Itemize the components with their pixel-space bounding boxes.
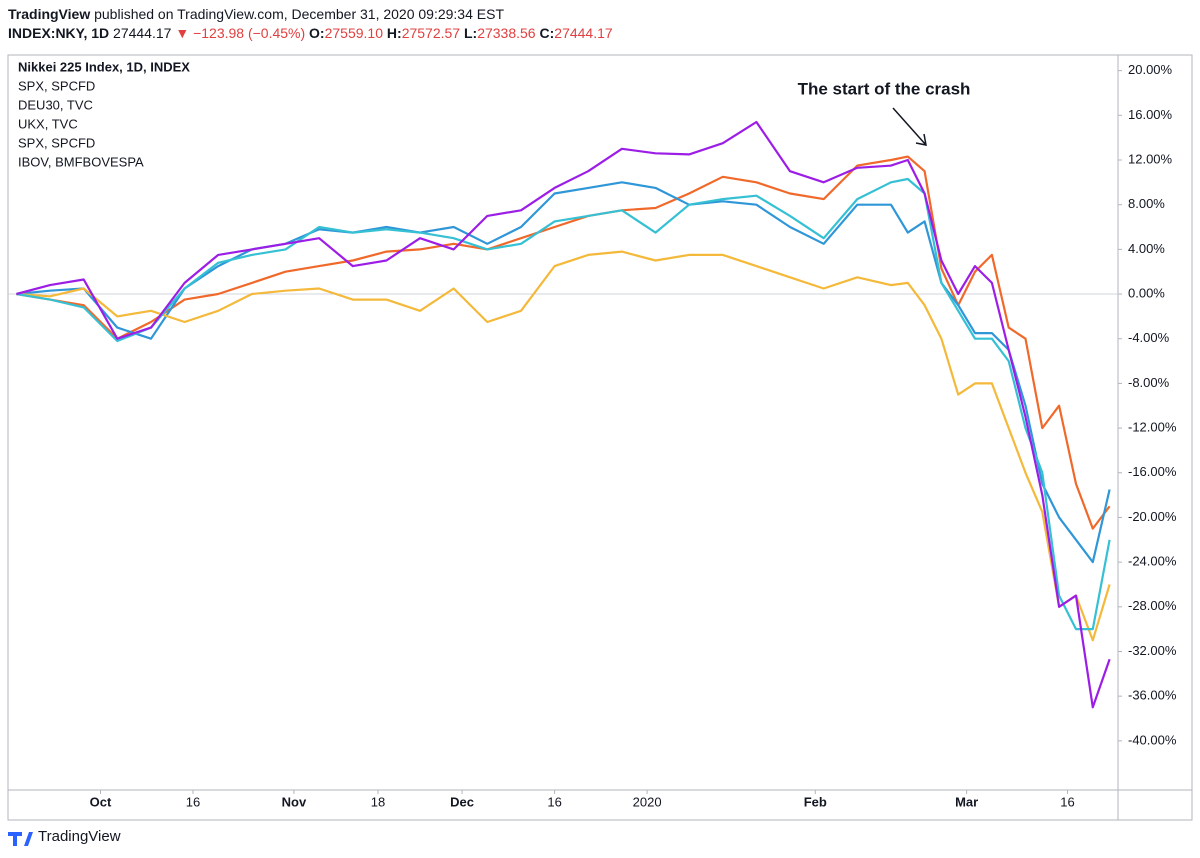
legend-entry: UKX, TVC xyxy=(18,116,78,131)
y-tick-label: 4.00% xyxy=(1128,241,1165,256)
publish-line: TradingView published on TradingView.com… xyxy=(8,6,504,22)
series-line xyxy=(16,177,1111,631)
y-tick-label: 16.00% xyxy=(1128,107,1173,122)
low: 27338.56 xyxy=(477,25,536,41)
chart-frame xyxy=(7,54,1193,821)
symbol: INDEX:NKY, 1D xyxy=(8,25,110,41)
x-tick-label: Mar xyxy=(955,794,978,809)
y-tick-label: 20.00% xyxy=(1128,62,1173,77)
series-line xyxy=(16,250,1111,642)
legend-entry: SPX, SPCFD xyxy=(18,78,95,93)
annotation: The start of the crash xyxy=(798,79,971,98)
low-label: L: xyxy=(463,25,478,41)
series-line xyxy=(16,181,1111,564)
x-tick-label: Nov xyxy=(282,794,307,809)
series-line xyxy=(16,120,1111,709)
last: 27444.17 xyxy=(113,25,172,41)
x-tick-label: 16 xyxy=(186,794,200,809)
change: ▼ −123.98 (−0.45%) xyxy=(175,25,306,41)
series-line xyxy=(16,155,1111,530)
brand: TradingView xyxy=(8,6,91,22)
high: 27572.57 xyxy=(401,25,461,41)
x-tick-label: 16 xyxy=(1060,794,1074,809)
published: published on TradingView.com, December 3… xyxy=(94,6,504,22)
y-tick-label: -32.00% xyxy=(1128,643,1177,658)
legend-title: Nikkei 225 Index, 1D, INDEX xyxy=(18,59,190,74)
y-tick-label: -20.00% xyxy=(1128,509,1177,524)
y-tick-label: -24.00% xyxy=(1128,554,1177,569)
x-tick-label: 18 xyxy=(371,794,385,809)
x-tick-label: Feb xyxy=(804,794,827,809)
y-tick-label: -28.00% xyxy=(1128,598,1177,613)
y-tick-label: -4.00% xyxy=(1128,330,1170,345)
y-tick-label: -40.00% xyxy=(1128,732,1177,747)
legend-entry: SPX, SPCFD xyxy=(18,135,95,150)
footer-logo xyxy=(8,832,33,846)
y-tick-label: 8.00% xyxy=(1128,196,1165,211)
x-tick-label: Dec xyxy=(450,794,474,809)
legend-entry: DEU30, TVC xyxy=(18,97,93,112)
y-tick-label: -16.00% xyxy=(1128,464,1177,479)
footer-brand: TradingView xyxy=(38,828,121,845)
y-tick-label: 12.00% xyxy=(1128,151,1173,166)
legend-entry: IBOV, BMFBOVESPA xyxy=(18,154,144,169)
x-tick-label: 2020 xyxy=(633,794,662,809)
annotation-arrow xyxy=(892,107,927,146)
open: 27559.10 xyxy=(324,25,384,41)
close: 27444.17 xyxy=(554,25,613,41)
y-tick-label: 0.00% xyxy=(1128,285,1165,300)
y-tick-label: -8.00% xyxy=(1128,375,1170,390)
x-tick-label: Oct xyxy=(90,794,112,809)
x-tick-label: 16 xyxy=(547,794,561,809)
close-label: C: xyxy=(539,25,555,41)
quote-line: INDEX:NKY, 1D 27444.17 ▼ −123.98 (−0.45%… xyxy=(8,25,613,41)
high-label: H: xyxy=(386,25,402,41)
y-tick-label: -12.00% xyxy=(1128,420,1177,435)
y-tick-label: -36.00% xyxy=(1128,688,1177,703)
open-label: O: xyxy=(309,25,325,41)
